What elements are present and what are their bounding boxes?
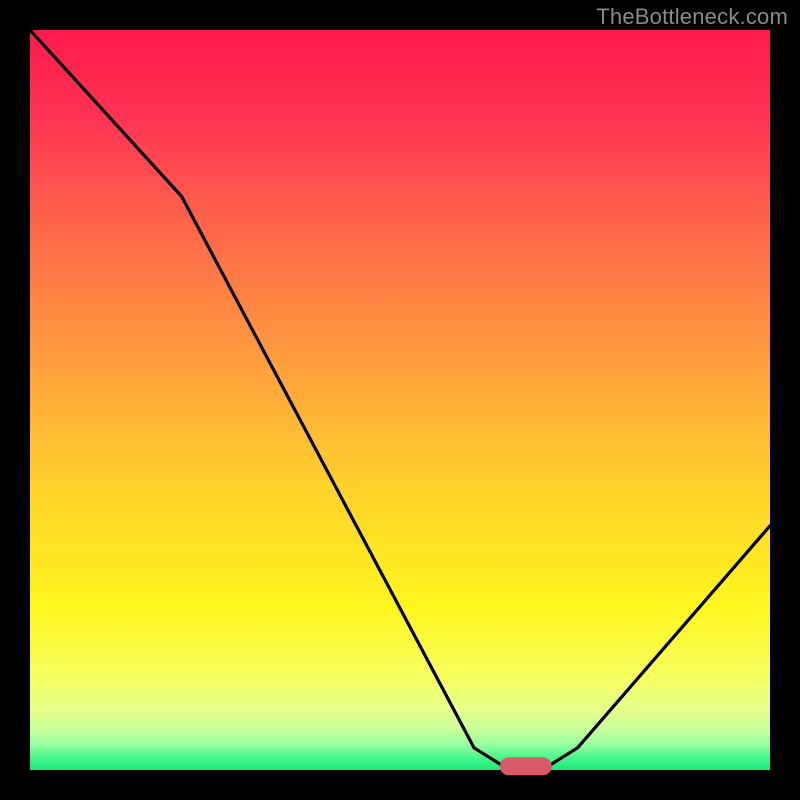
gradient-background [30,30,770,770]
watermark-text: TheBottleneck.com [596,4,788,30]
optimal-point-marker [500,757,552,775]
chart-frame: TheBottleneck.com [0,0,800,800]
bottleneck-curve-chart [0,0,800,800]
